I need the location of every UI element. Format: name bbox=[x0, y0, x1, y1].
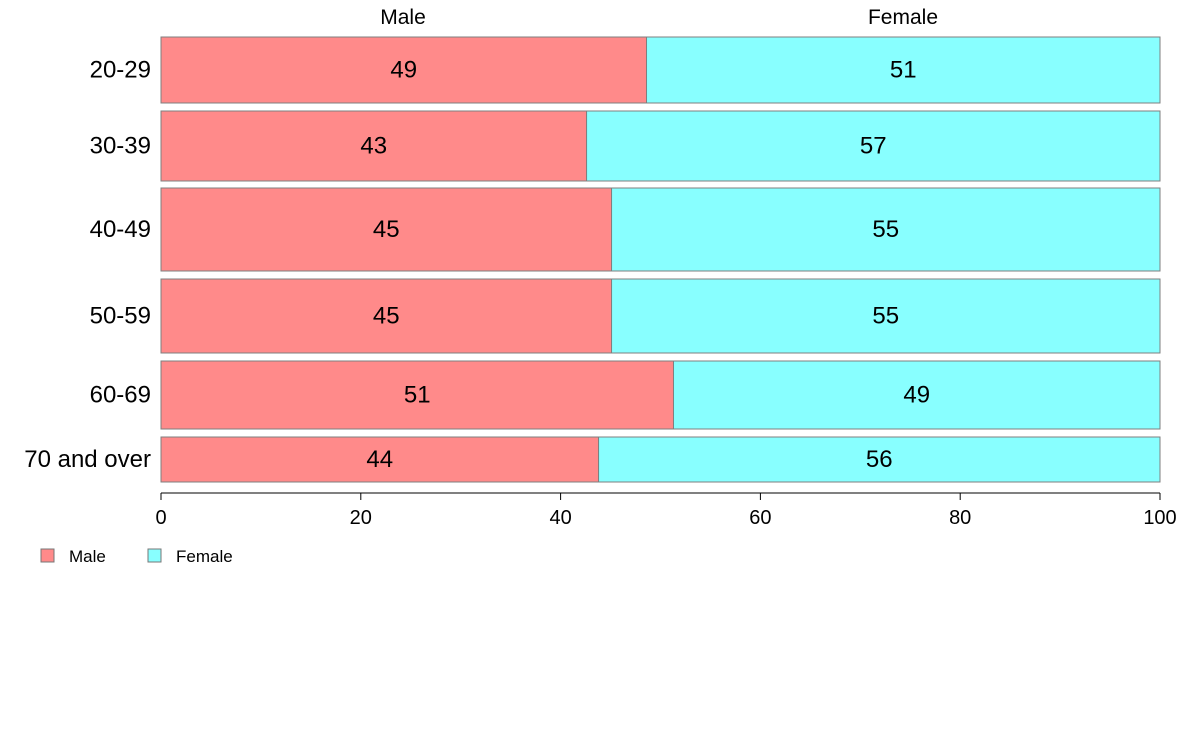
bar-label-female-4: 55 bbox=[872, 303, 899, 330]
x-tick-label-80: 80 bbox=[949, 507, 971, 529]
legend-swatch-female bbox=[147, 548, 162, 563]
x-tick-label-60: 60 bbox=[749, 507, 771, 529]
bar-female-4 bbox=[611, 278, 1161, 354]
bar-label-female-1: 51 bbox=[890, 57, 917, 84]
bar-male-5 bbox=[160, 360, 674, 430]
bar-male-2 bbox=[160, 110, 588, 182]
bar-male-3 bbox=[160, 187, 613, 272]
bar-female-5 bbox=[672, 360, 1161, 430]
legend-label-female: Female bbox=[176, 547, 233, 566]
legend-swatch-male bbox=[40, 548, 55, 563]
x-axis: 0 20 40 60 80 100 bbox=[155, 492, 1177, 529]
x-tick-label-40: 40 bbox=[549, 507, 571, 529]
bar-label-female-2: 57 bbox=[860, 133, 887, 160]
bar-label-male-5: 51 bbox=[404, 382, 431, 409]
bar-label-male-3: 45 bbox=[373, 216, 400, 243]
category-label-5: 60-69 bbox=[90, 382, 151, 409]
column-header-female: Female bbox=[868, 6, 938, 29]
category-label-3: 40-49 bbox=[90, 216, 151, 243]
bar-male-1 bbox=[160, 36, 648, 104]
bar-female-1 bbox=[646, 36, 1161, 104]
bar-label-male-1: 49 bbox=[390, 57, 417, 84]
legend-label-male: Male bbox=[69, 547, 106, 566]
category-label-2: 30-39 bbox=[90, 133, 151, 160]
x-tick-label-100: 100 bbox=[1143, 507, 1176, 529]
legend: Male Female bbox=[40, 547, 233, 566]
bar-label-female-6: 56 bbox=[866, 446, 893, 473]
category-label-4: 50-59 bbox=[90, 303, 151, 330]
bars-group: 49 51 43 57 45 55 45 55 51 49 44 56 bbox=[160, 36, 1161, 483]
bar-label-female-3: 55 bbox=[872, 216, 899, 243]
x-tick-label-0: 0 bbox=[155, 507, 166, 529]
column-header-male: Male bbox=[380, 6, 426, 29]
bar-female-3 bbox=[611, 187, 1161, 272]
bar-label-male-6: 44 bbox=[366, 446, 393, 473]
bar-label-male-4: 45 bbox=[373, 303, 400, 330]
category-labels: 20-29 30-39 40-49 50-59 60-69 70 and over bbox=[24, 57, 151, 474]
category-label-1: 20-29 bbox=[90, 57, 151, 84]
bar-label-female-5: 49 bbox=[903, 382, 930, 409]
bar-label-male-2: 43 bbox=[360, 133, 387, 160]
x-tick-label-20: 20 bbox=[350, 507, 372, 529]
category-label-6: 70 and over bbox=[24, 446, 151, 473]
bar-male-4 bbox=[160, 278, 613, 354]
bar-female-6 bbox=[598, 436, 1161, 483]
bar-female-2 bbox=[586, 110, 1161, 182]
column-headers: Male Female bbox=[380, 6, 938, 29]
